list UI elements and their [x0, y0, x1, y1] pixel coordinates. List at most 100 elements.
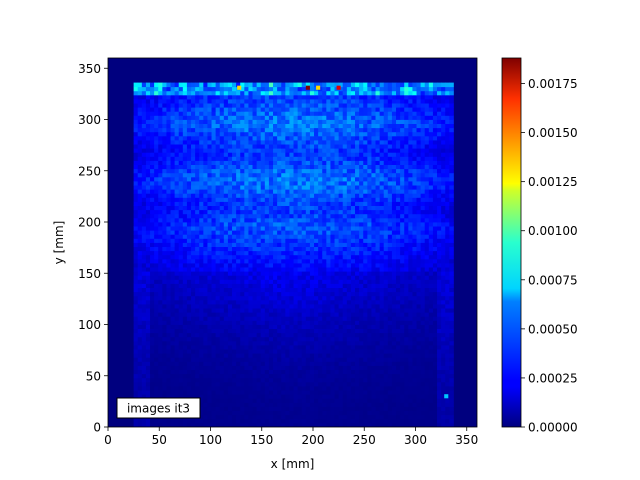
heatmap-cell [264, 324, 270, 329]
heatmap-cell [232, 357, 237, 362]
heatmap-cell [416, 168, 422, 174]
heatmap-cell [350, 324, 356, 329]
heatmap-cell [244, 316, 249, 321]
heatmap-cell [236, 250, 241, 256]
heatmap-cell [355, 402, 360, 407]
heatmap-cell [207, 422, 212, 427]
heatmap-cell [396, 398, 401, 403]
heatmap-cell [219, 189, 225, 194]
heatmap-cell [186, 193, 192, 198]
heatmap-cell [375, 291, 381, 297]
heatmap-cell [227, 172, 233, 178]
heatmap-cell [338, 181, 344, 186]
heatmap-cell [133, 418, 139, 424]
heatmap-cell [350, 394, 356, 399]
heatmap-cell [191, 336, 196, 342]
heatmap-cell [268, 422, 274, 427]
heatmap-cell [383, 258, 389, 264]
heatmap-cell [145, 390, 151, 395]
heatmap-cell [236, 205, 241, 211]
heatmap-cell [342, 345, 348, 350]
heatmap-cell [186, 205, 192, 211]
heatmap-cell [285, 181, 290, 186]
heatmap-cell [166, 422, 171, 427]
heatmap-cell [309, 398, 315, 403]
heatmap-cell [387, 357, 393, 362]
heatmap-cell [223, 316, 229, 321]
heatmap-cell [191, 234, 196, 239]
heatmap-cell [273, 291, 278, 297]
heatmap-cell [404, 386, 409, 391]
heatmap-cell [211, 295, 217, 301]
heatmap-cell [133, 176, 139, 182]
heatmap-cell [199, 398, 204, 403]
heatmap-cell [346, 222, 352, 227]
heatmap-cell [236, 181, 241, 186]
heatmap-cell [432, 254, 438, 260]
heatmap-cell [203, 340, 208, 346]
heatmap-cell [145, 250, 151, 256]
heatmap-cell [219, 279, 225, 284]
heatmap-cell [211, 410, 217, 416]
heatmap-cell [166, 168, 171, 174]
heatmap-cell [186, 189, 192, 194]
heatmap-cell [437, 373, 442, 379]
heatmap-cell [281, 258, 286, 264]
heatmap-cell [178, 291, 184, 297]
heatmap-cell [424, 185, 430, 190]
heatmap-cell [432, 295, 438, 301]
heatmap-cell [355, 209, 360, 215]
heatmap-cell [154, 381, 159, 387]
heatmap-cell [322, 308, 327, 313]
heatmap-cell [359, 279, 364, 284]
heatmap-cell [301, 328, 307, 334]
heatmap-cell [379, 336, 385, 342]
heatmap-cell [387, 299, 393, 305]
heatmap-cell [236, 406, 241, 411]
heatmap-cell [195, 308, 200, 313]
heatmap-cell [293, 328, 299, 334]
heatmap-cell [371, 316, 376, 321]
heatmap-cell [416, 390, 422, 395]
heatmap-cell [334, 291, 340, 297]
heatmap-cell [199, 304, 204, 309]
heatmap-cell [166, 283, 171, 288]
heatmap-cell [428, 213, 434, 219]
heatmap-cell [215, 283, 221, 288]
heatmap-cell [281, 279, 286, 284]
heatmap-cell [400, 418, 405, 424]
heatmap-cell [227, 398, 233, 403]
heatmap-cell [191, 373, 196, 379]
heatmap-cell [133, 394, 139, 399]
heatmap-cell [240, 394, 245, 399]
heatmap-cell [273, 181, 278, 186]
heatmap-cell [145, 336, 151, 342]
heatmap-cell [219, 308, 225, 313]
heatmap-cell [301, 263, 307, 268]
heatmap-cell [289, 398, 294, 403]
heatmap-cell [383, 209, 389, 215]
heatmap-cell [342, 209, 348, 215]
heatmap-cell [309, 406, 315, 411]
heatmap-cell [338, 193, 344, 198]
heatmap-cell [137, 242, 143, 247]
heatmap-cell [145, 226, 151, 231]
heatmap-cell [359, 263, 364, 268]
heatmap-cell [379, 402, 385, 407]
heatmap-cell [342, 377, 348, 383]
heatmap-cell [227, 414, 233, 420]
heatmap-cell [342, 258, 348, 264]
heatmap-cell [232, 381, 237, 387]
heatmap-cell [154, 242, 159, 247]
heatmap-cell [404, 295, 409, 301]
heatmap-cell [379, 299, 385, 305]
heatmap-cell [326, 193, 331, 198]
heatmap-cell [441, 369, 446, 375]
heatmap-cell [293, 312, 299, 317]
heatmap-cell [334, 222, 340, 227]
heatmap-cell [383, 312, 389, 317]
heatmap-cell [256, 193, 262, 198]
heatmap-cell [330, 181, 335, 186]
heatmap-cell [383, 390, 389, 395]
heatmap-cell [141, 304, 147, 309]
